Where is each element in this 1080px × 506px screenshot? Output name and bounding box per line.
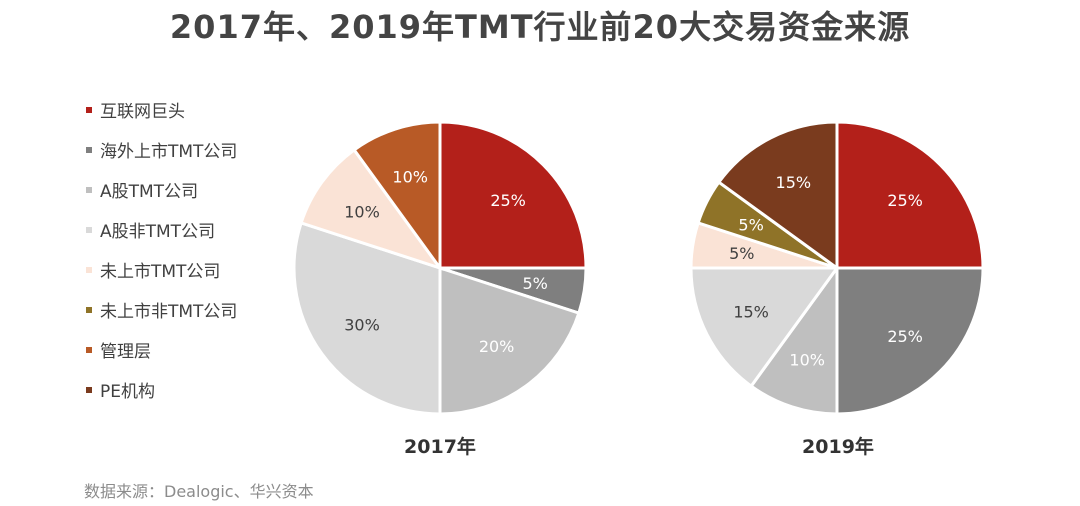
legend-swatch xyxy=(86,147,92,153)
pie-2017-label-0: 25% xyxy=(490,191,526,210)
pie-2019-label-4: 5% xyxy=(729,244,754,263)
legend-label: 未上市TMT公司 xyxy=(100,262,221,282)
legend-item: A股TMT公司 xyxy=(86,180,198,204)
pie-2017-label-2: 20% xyxy=(479,337,515,356)
legend-label: A股非TMT公司 xyxy=(100,222,216,242)
pie-2017-slice-3 xyxy=(292,220,442,416)
pie-2017-label-1: 5% xyxy=(523,274,548,293)
pie-2017-slice-5 xyxy=(352,120,442,273)
legend-label: 海外上市TMT公司 xyxy=(100,142,238,162)
legend-swatch xyxy=(86,387,92,393)
pie-2019-label-1: 25% xyxy=(887,327,923,346)
legend-item: 未上市非TMT公司 xyxy=(86,300,237,324)
legend-swatch xyxy=(86,267,92,273)
legend-label: PE机构 xyxy=(100,382,155,402)
legend-label: 未上市非TMT公司 xyxy=(100,302,238,322)
legend-item: A股非TMT公司 xyxy=(86,220,215,244)
pie-2019-label-6: 15% xyxy=(776,173,812,192)
legend-item: 互联网巨头 xyxy=(86,100,185,124)
pie-2017-title: 2017年 xyxy=(404,436,476,458)
legend-swatch xyxy=(86,107,92,113)
legend-label: A股TMT公司 xyxy=(100,182,199,202)
pie-2019-slice-0 xyxy=(835,120,985,270)
legend-label: 管理层 xyxy=(100,342,151,362)
pie-2019-slice-2 xyxy=(749,263,839,416)
pie-2017-label-5: 10% xyxy=(392,167,428,186)
legend-item: 海外上市TMT公司 xyxy=(86,140,237,164)
pie-2019-label-0: 25% xyxy=(887,191,923,210)
pie-2019-label-3: 15% xyxy=(733,303,769,322)
pie-2019-label-2: 10% xyxy=(789,351,825,370)
legend-swatch xyxy=(86,187,92,193)
legend-swatch xyxy=(86,347,92,353)
pie-2019-slice-6 xyxy=(716,120,839,271)
pie-2017-label-4: 10% xyxy=(344,202,380,221)
pie-2019-slice-3 xyxy=(689,266,840,389)
legend-item: PE机构 xyxy=(86,380,155,404)
pie-2017-label-3: 30% xyxy=(344,316,380,335)
legend-swatch xyxy=(86,307,92,313)
legend-swatch xyxy=(86,227,92,233)
pie-2019-label-5: 5% xyxy=(738,215,763,234)
legend-item: 未上市TMT公司 xyxy=(86,260,220,284)
pie-2017-slice-4 xyxy=(299,147,444,271)
source-note: 数据来源：Dealogic、华兴资本 xyxy=(84,482,314,501)
pie-2019-slice-1 xyxy=(835,266,985,416)
legend-item: 管理层 xyxy=(86,340,151,364)
pie-2017-slice-2 xyxy=(438,265,581,416)
pie-2017-slice-0 xyxy=(438,120,588,270)
pie-2019-title: 2019年 xyxy=(802,436,874,458)
legend-label: 互联网巨头 xyxy=(100,102,185,122)
chart-title: 2017年、2019年TMT行业前20大交易资金来源 xyxy=(169,8,911,46)
